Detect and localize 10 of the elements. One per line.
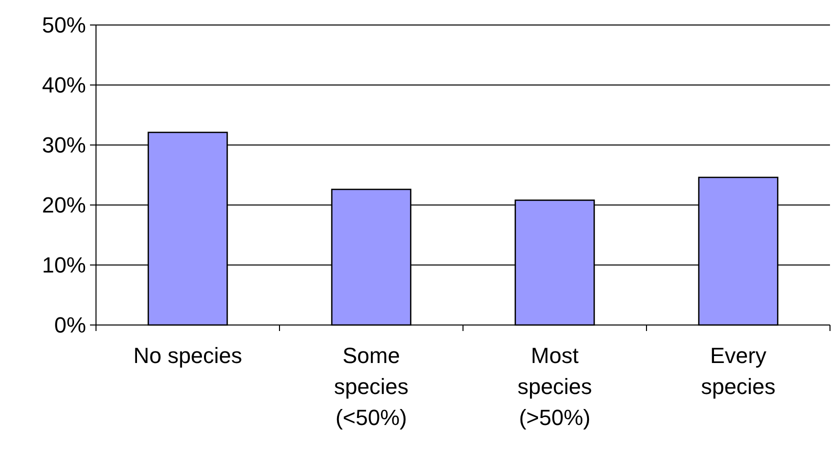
y-tick-label: 0% [54, 312, 86, 338]
x-tick-label: No species [133, 343, 242, 368]
x-tick-label: Some species (<50%) [334, 343, 409, 430]
x-tick-label: Most species (>50%) [517, 343, 592, 430]
y-tick-label: 30% [42, 132, 86, 158]
x-tick-label: Every species [700, 343, 776, 399]
y-tick-label: 50% [42, 12, 86, 38]
y-tick-label: 20% [42, 192, 86, 218]
y-tick-label: 10% [42, 252, 86, 278]
y-tick-label: 40% [42, 72, 86, 98]
